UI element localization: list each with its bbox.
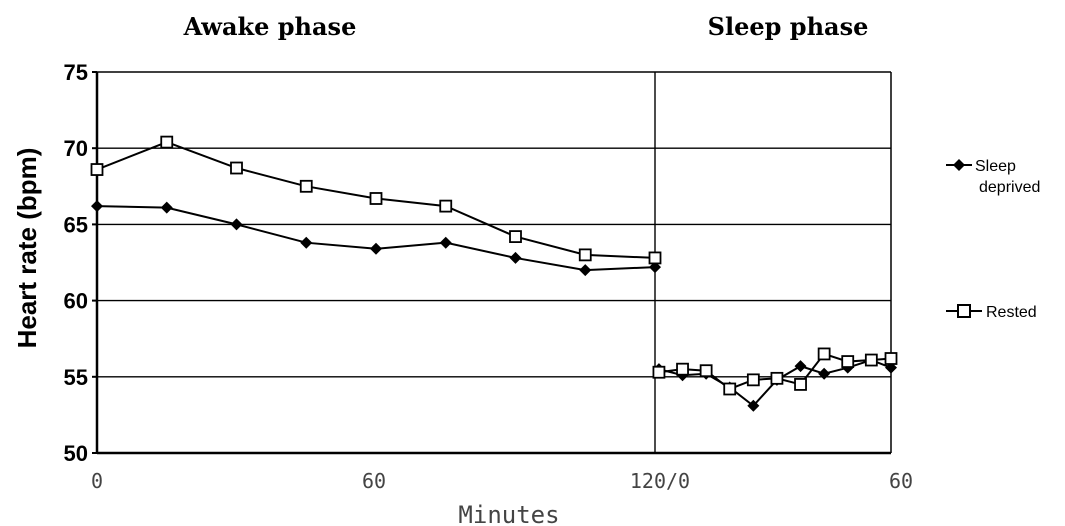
sleep-phase-title: Sleep phase	[708, 12, 869, 41]
y-tick-label: 65	[64, 212, 88, 237]
gridlines	[97, 71, 891, 378]
data-point-rested	[817, 347, 831, 361]
legend-label-rested: Rested	[986, 304, 1037, 321]
data-point-rested	[90, 163, 104, 176]
data-point-rested	[160, 135, 174, 149]
data-point-rested	[884, 352, 898, 365]
x-tick-label: 60	[889, 469, 913, 493]
data-point-rested	[509, 230, 522, 243]
data-point-sleep-deprived	[747, 399, 760, 412]
x-tick-label: 60	[362, 469, 386, 493]
data-point-rested	[578, 248, 592, 262]
axes	[92, 71, 892, 455]
data-point-rested	[369, 192, 383, 205]
legend-item-rested: Rested	[946, 304, 1037, 321]
data-point-rested	[699, 364, 713, 378]
series-line-sleep-deprived	[96, 205, 656, 272]
y-tick-label: 55	[64, 365, 88, 390]
data-point-rested	[439, 199, 453, 213]
data-point-rested	[676, 362, 689, 376]
y-axis-label: Heart rate (bpm)	[12, 148, 42, 349]
data-point-rested	[652, 365, 666, 379]
y-tick-label: 70	[64, 136, 88, 161]
legend-square-marker-icon	[957, 304, 971, 318]
legend-label-sleep-deprived-line1: Sleep	[975, 158, 1016, 175]
y-tick-label: 60	[64, 289, 88, 314]
legend-diamond-marker-icon	[953, 159, 965, 171]
y-tick-label: 50	[64, 441, 88, 466]
data-point-sleep-deprived	[160, 201, 173, 214]
data-point-rested	[723, 382, 737, 396]
data-point-rested	[794, 378, 807, 391]
y-axis-ticks: 75 70 65 60 55 50	[64, 60, 88, 466]
data-point-sleep-deprived	[818, 367, 831, 380]
data-point-rested	[864, 353, 878, 367]
data-point-sleep-deprived	[579, 264, 592, 277]
legend-label-sleep-deprived-line2: deprived	[979, 179, 1040, 196]
legend-item-sleep-deprived: Sleep deprived	[946, 158, 1040, 196]
awake-phase-title: Awake phase	[183, 12, 357, 41]
x-tick-label: 0	[91, 469, 103, 493]
data-point-rested	[770, 371, 784, 385]
plot-series	[90, 135, 898, 412]
x-tick-label: 120/0	[630, 469, 690, 493]
x-axis-label: Minutes	[458, 501, 559, 526]
data-point-sleep-deprived	[370, 242, 382, 255]
data-point-sleep-deprived	[509, 251, 522, 264]
data-point-rested	[648, 251, 662, 265]
data-point-rested	[746, 373, 760, 387]
data-point-sleep-deprived	[794, 360, 807, 373]
data-point-rested	[841, 355, 855, 368]
data-point-sleep-deprived	[300, 236, 313, 249]
data-point-rested	[230, 161, 243, 175]
y-tick-label: 75	[64, 60, 88, 85]
data-point-sleep-deprived	[230, 218, 243, 231]
x-axis-ticks: 0 60 120/0 60	[91, 469, 913, 493]
data-point-sleep-deprived	[439, 236, 452, 249]
legend: Sleep deprived Rested	[946, 158, 1040, 321]
data-point-rested	[299, 179, 313, 193]
data-point-sleep-deprived	[91, 200, 103, 213]
